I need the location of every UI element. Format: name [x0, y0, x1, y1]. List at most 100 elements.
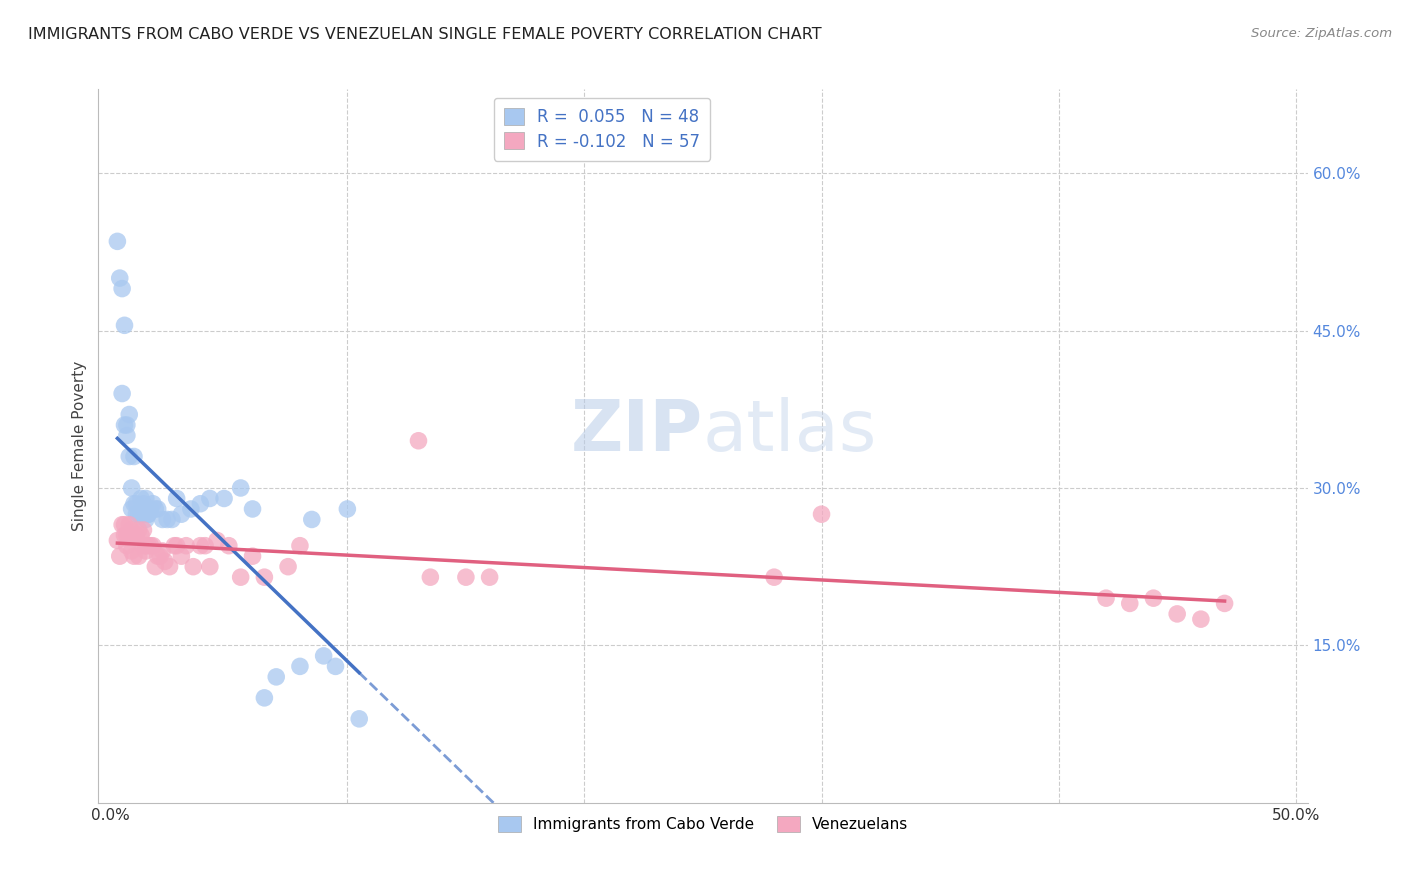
Point [347, 712, 370, 726]
Point [152, 544, 174, 558]
Point [142, 497, 165, 511]
Point [242, 549, 264, 564]
Point [312, 648, 335, 663]
Point [478, 570, 501, 584]
Point [114, 318, 136, 333]
Point [132, 497, 155, 511]
Text: IMMIGRANTS FROM CABO VERDE VS VENEZUELAN SINGLE FEMALE POVERTY CORRELATION CHART: IMMIGRANTS FROM CABO VERDE VS VENEZUELAN… [28, 27, 821, 42]
Point [121, 481, 143, 495]
Point [136, 507, 159, 521]
Point [264, 670, 287, 684]
Point [149, 549, 172, 564]
Point [218, 539, 240, 553]
Point [108, 549, 131, 564]
Point [1095, 591, 1118, 606]
Point [121, 544, 143, 558]
Point [128, 507, 150, 521]
Point [135, 491, 157, 506]
Point [128, 523, 150, 537]
Point [277, 559, 299, 574]
Point [1166, 607, 1188, 621]
Point [115, 428, 138, 442]
Point [253, 570, 276, 584]
Point [288, 539, 311, 553]
Point [156, 512, 179, 526]
Text: ZIP: ZIP [571, 397, 703, 467]
Point [163, 539, 186, 553]
Point [111, 517, 134, 532]
Text: Source: ZipAtlas.com: Source: ZipAtlas.com [1251, 27, 1392, 40]
Point [105, 533, 128, 548]
Point [115, 528, 138, 542]
Point [114, 417, 136, 432]
Point [301, 512, 323, 526]
Point [122, 528, 145, 542]
Point [253, 690, 276, 705]
Point [1213, 596, 1236, 610]
Point [170, 507, 193, 521]
Point [763, 570, 786, 584]
Point [174, 539, 197, 553]
Point [152, 512, 174, 526]
Point [135, 539, 157, 553]
Point [115, 539, 138, 553]
Point [129, 507, 152, 521]
Point [136, 539, 159, 553]
Point [166, 491, 188, 506]
Point [159, 559, 181, 574]
Point [129, 491, 152, 506]
Point [115, 417, 138, 432]
Point [198, 491, 221, 506]
Point [1142, 591, 1164, 606]
Point [325, 659, 347, 673]
Point [125, 507, 148, 521]
Point [408, 434, 430, 448]
Point [132, 523, 155, 537]
Point [212, 491, 235, 506]
Point [135, 544, 157, 558]
Point [139, 502, 162, 516]
Point [166, 539, 188, 553]
Point [122, 549, 145, 564]
Point [229, 481, 252, 495]
Point [128, 549, 150, 564]
Point [1189, 612, 1212, 626]
Point [454, 570, 477, 584]
Point [194, 539, 217, 553]
Point [111, 386, 134, 401]
Point [229, 570, 252, 584]
Point [122, 497, 145, 511]
Point [1119, 596, 1142, 610]
Point [121, 523, 143, 537]
Point [336, 502, 359, 516]
Point [114, 528, 136, 542]
Point [205, 533, 228, 548]
Point [108, 271, 131, 285]
Point [135, 512, 157, 526]
Point [288, 659, 311, 673]
Point [121, 502, 143, 516]
Point [132, 507, 155, 521]
Point [153, 554, 176, 568]
Point [125, 497, 148, 511]
Point [136, 507, 159, 521]
Point [143, 559, 166, 574]
Point [118, 528, 141, 542]
Point [139, 539, 162, 553]
Point [242, 502, 264, 516]
Point [114, 517, 136, 532]
Point [118, 450, 141, 464]
Point [190, 497, 212, 511]
Point [810, 507, 832, 521]
Point [129, 528, 152, 542]
Point [105, 235, 128, 249]
Point [198, 559, 221, 574]
Legend: Immigrants from Cabo Verde, Venezuelans: Immigrants from Cabo Verde, Venezuelans [492, 810, 914, 838]
Point [419, 570, 441, 584]
Point [122, 450, 145, 464]
Point [160, 512, 183, 526]
Point [125, 528, 148, 542]
Point [132, 539, 155, 553]
Point [190, 539, 212, 553]
Point [111, 282, 134, 296]
